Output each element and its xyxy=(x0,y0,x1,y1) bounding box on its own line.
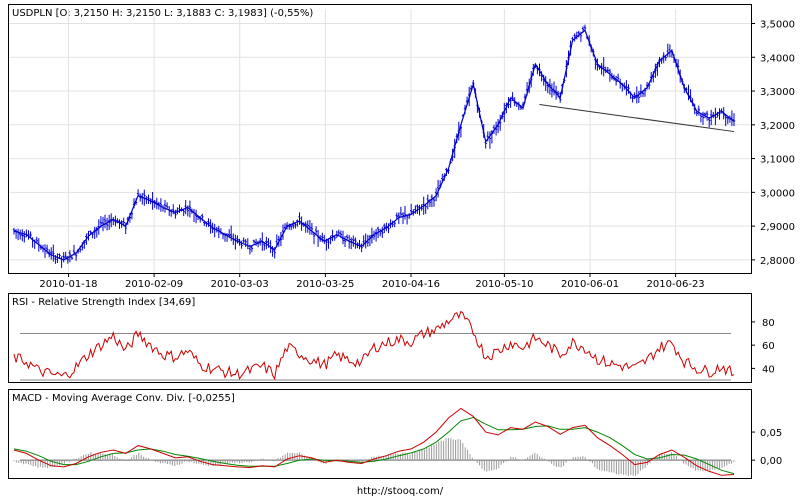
price-close-line xyxy=(13,29,735,261)
macd-y-tick-label: 0,00 xyxy=(760,456,782,467)
price-x-tick-label: 2010-05-10 xyxy=(475,279,533,290)
price-title: USDPLN [O: 3,2150 H: 3,2150 L: 3,1883 C:… xyxy=(12,8,313,19)
rsi-panel-frame xyxy=(8,293,752,383)
price-y-tick-label: 2,8000 xyxy=(760,256,795,267)
rsi-title: RSI - Relative Strength Index [34,69] xyxy=(12,297,195,308)
price-y-tick-label: 2,9000 xyxy=(760,222,795,233)
price-x-axis: 2010-01-18 2010-02-09 2010-03-03 2010-03-25… xyxy=(39,273,705,290)
price-y-tick-label: 3,3000 xyxy=(760,87,795,98)
price-panel-frame xyxy=(8,4,752,274)
price-y-tick-label: 3,4000 xyxy=(760,53,795,64)
macd-title: MACD - Moving Average Conv. Div. [-0,025… xyxy=(12,393,235,404)
macd-signal-line xyxy=(13,416,735,475)
macd-y-tick-label: 0,05 xyxy=(760,428,782,439)
price-x-tick-label: 2010-02-09 xyxy=(125,279,183,290)
rsi-y-tick-label: 60 xyxy=(762,341,775,352)
rsi-y-axis: 80 60 40 xyxy=(751,318,775,375)
price-x-tick-label: 2010-03-03 xyxy=(211,279,269,290)
price-series xyxy=(12,24,736,268)
price-x-tick-label: 2010-04-16 xyxy=(382,279,440,290)
price-x-tick-label: 2010-06-01 xyxy=(561,279,619,290)
price-y-tick-label: 3,0000 xyxy=(760,188,795,199)
price-y-axis: 3,5000 3,4000 3,3000 3,2000 3,1000 3,0000 2,90… xyxy=(751,20,795,267)
macd-line xyxy=(13,407,735,476)
rsi-line xyxy=(13,310,735,381)
price-x-tick-label: 2010-03-25 xyxy=(296,279,354,290)
rsi-series xyxy=(13,310,735,381)
macd-y-axis: 0,05 0,00 xyxy=(751,428,782,467)
price-y-tick-label: 3,5000 xyxy=(760,20,795,31)
price-trendline xyxy=(539,104,735,133)
price-x-tick-label: 2010-01-18 xyxy=(39,279,97,290)
macd-panel-frame xyxy=(8,389,752,479)
price-y-tick-label: 3,2000 xyxy=(760,121,795,132)
price-y-tick-label: 3,1000 xyxy=(760,155,795,166)
footer-url[interactable]: http://stooq.com/ xyxy=(357,486,444,497)
rsi-y-tick-label: 80 xyxy=(762,318,775,329)
price-x-tick-label: 2010-06-23 xyxy=(647,279,705,290)
price-grid xyxy=(9,9,751,273)
rsi-reference-lines xyxy=(20,333,731,381)
trendline xyxy=(539,104,735,133)
rsi-y-tick-label: 40 xyxy=(762,364,775,375)
macd-series xyxy=(13,407,735,476)
